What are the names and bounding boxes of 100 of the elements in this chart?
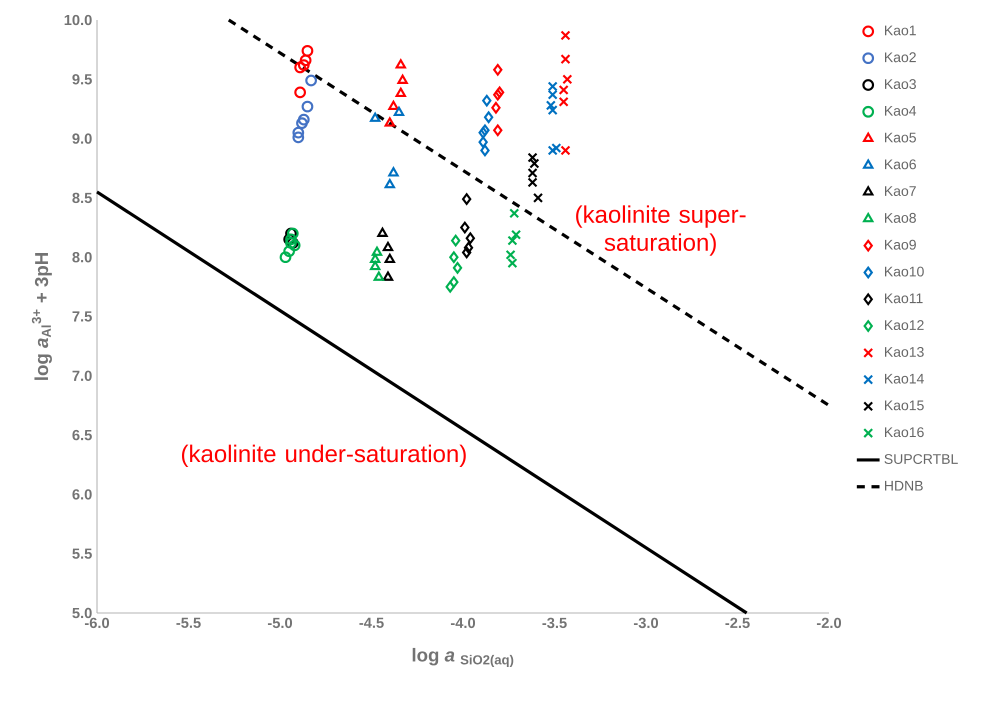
point xyxy=(370,112,380,122)
annotation: (kaolinite under-saturation) xyxy=(182,444,466,468)
point xyxy=(551,143,562,154)
point xyxy=(493,124,502,136)
legend-label: Kao12 xyxy=(885,320,924,330)
legend-label: Kao14 xyxy=(885,374,924,384)
point xyxy=(388,100,399,110)
legend-label: Kao2 xyxy=(885,52,916,62)
point xyxy=(388,167,399,176)
y-tick-label: 7.5 xyxy=(72,311,92,322)
y-tick-label: 8.5 xyxy=(72,192,92,204)
point xyxy=(382,271,394,281)
point xyxy=(294,62,306,74)
legend-label: Kao13 xyxy=(885,346,924,357)
legend-label: Kao6 xyxy=(885,159,916,170)
point xyxy=(548,145,558,156)
y-tick-label: 6.0 xyxy=(72,489,92,500)
point xyxy=(480,124,490,136)
point xyxy=(528,168,538,178)
x-tick-label: -3.0 xyxy=(634,618,658,628)
point xyxy=(384,254,396,264)
point xyxy=(482,94,492,107)
x-tick-label: -4.5 xyxy=(359,618,384,628)
x-tick-label: -6.0 xyxy=(84,618,110,628)
y-tick-label: 7.0 xyxy=(72,370,92,381)
point xyxy=(370,260,380,270)
point xyxy=(377,228,388,237)
point xyxy=(558,84,569,95)
point xyxy=(507,236,518,246)
point xyxy=(292,132,304,144)
point xyxy=(296,117,308,130)
point xyxy=(452,262,462,274)
point xyxy=(460,222,470,234)
x-tick-label: -3.5 xyxy=(542,618,567,628)
point xyxy=(292,126,304,139)
point xyxy=(280,251,292,264)
point xyxy=(464,242,474,254)
point xyxy=(300,54,312,66)
y-tick-label: 5.5 xyxy=(72,548,92,559)
point xyxy=(382,242,394,252)
x-tick-label: -2.0 xyxy=(816,618,842,628)
legend-label: SUPCRTBL xyxy=(884,454,958,464)
point xyxy=(397,74,408,84)
point xyxy=(511,230,522,240)
y-axis-title: log a$_{Al}$$^{3+}$ + 3pH xyxy=(32,253,52,380)
point xyxy=(302,44,314,57)
point xyxy=(494,86,504,98)
point xyxy=(533,192,544,203)
y-tick-label: 5.0 xyxy=(72,608,92,618)
point xyxy=(558,96,569,107)
point xyxy=(298,114,310,126)
x-tick-label: -5.5 xyxy=(176,618,201,628)
point xyxy=(548,90,558,100)
point xyxy=(294,86,306,98)
legend-label: HDNB xyxy=(885,480,923,491)
point xyxy=(462,193,472,205)
y-tick-label: 8.0 xyxy=(72,252,92,262)
legend-label: Kao16 xyxy=(885,427,924,438)
legend-label: Kao9 xyxy=(885,240,916,250)
point xyxy=(305,74,317,86)
point xyxy=(493,64,502,76)
point xyxy=(560,54,571,64)
point xyxy=(491,102,501,114)
point xyxy=(451,234,460,246)
point xyxy=(560,145,571,156)
point xyxy=(478,126,488,139)
point xyxy=(507,258,518,268)
point xyxy=(302,100,314,112)
point xyxy=(493,88,502,101)
x-tick-label: -2.5 xyxy=(725,618,750,628)
point xyxy=(509,208,520,218)
annotation: (kaolinite super-saturation) xyxy=(576,205,746,256)
point xyxy=(562,74,572,84)
point xyxy=(449,251,459,264)
point xyxy=(283,245,296,258)
point xyxy=(560,30,571,40)
point xyxy=(480,144,490,156)
point xyxy=(288,239,301,252)
point xyxy=(370,254,380,264)
point xyxy=(396,59,406,69)
y-tick-label: 6.5 xyxy=(72,430,92,440)
point xyxy=(478,136,488,148)
legend-label: Kao10 xyxy=(885,266,924,277)
legend-label: Kao8 xyxy=(885,212,916,223)
point xyxy=(466,232,475,244)
y-tick-label: 9.5 xyxy=(72,74,92,84)
point xyxy=(374,271,384,281)
x-axis-title: log a $_{SiO2(aq)}$ xyxy=(412,648,514,668)
point xyxy=(484,111,494,124)
point xyxy=(528,152,538,163)
point xyxy=(548,105,558,116)
point xyxy=(546,100,556,110)
point xyxy=(548,81,558,92)
point xyxy=(506,250,516,260)
point xyxy=(529,158,540,169)
y-tick-label: 10.0 xyxy=(64,14,92,26)
point xyxy=(462,246,472,258)
y-tick-label: 9.0 xyxy=(72,133,92,144)
point xyxy=(446,280,455,293)
point xyxy=(384,178,396,188)
